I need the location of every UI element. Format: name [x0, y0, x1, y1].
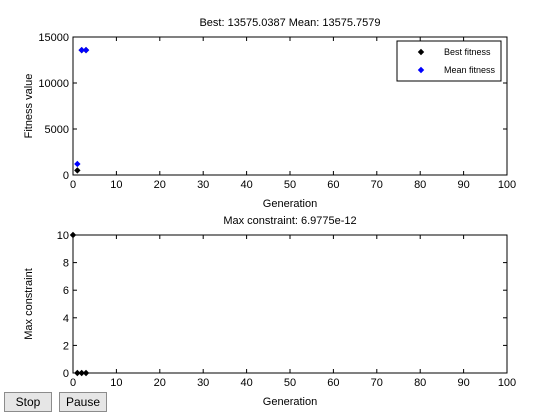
chart2-x-tick-label: 60 [327, 377, 339, 389]
chart2-x-tick-label: 70 [371, 377, 383, 389]
chart1-legend-marker [417, 48, 425, 56]
chart2-y-tick-label: 4 [63, 313, 69, 325]
chart1-ylabel: Fitness value [23, 74, 35, 139]
chart2-x-tick-label: 50 [284, 377, 296, 389]
chart2-series1-point [74, 369, 81, 377]
chart1-legend-label: Best fitness [444, 47, 491, 57]
chart2-y-tick-label: 10 [57, 230, 69, 242]
chart2-series1-point [69, 231, 77, 239]
chart1-y-tick-label: 0 [63, 170, 69, 182]
chart1-legend-marker [417, 66, 425, 74]
chart1-x-tick-label: 100 [498, 179, 516, 191]
chart1-series1-point [74, 167, 81, 174]
chart2-title: Max constraint: 6.9775e-12 [223, 215, 356, 227]
chart1-series2-point [78, 46, 85, 54]
chart1-x-tick-label: 30 [197, 179, 209, 191]
chart2-x-tick-label: 20 [154, 377, 166, 389]
chart1-title: Best: 13575.0387 Mean: 13575.7579 [199, 17, 380, 29]
chart2-y-tick-label: 2 [63, 340, 69, 352]
chart2-y-tick-label: 8 [63, 258, 69, 270]
chart1-x-tick-label: 90 [457, 179, 469, 191]
pause-button[interactable]: Pause [59, 392, 107, 412]
chart2-x-tick-label: 90 [457, 377, 469, 389]
chart2-x-tick-label: 80 [414, 377, 426, 389]
stop-button[interactable]: Stop [4, 392, 52, 412]
chart2-x-tick-label: 100 [498, 377, 516, 389]
chart1-series2-point [74, 160, 81, 168]
chart1-xlabel: Generation [263, 198, 317, 210]
chart1-x-tick-label: 20 [154, 179, 166, 191]
chart1-y-tick-label: 5000 [45, 124, 69, 136]
chart1-legend-box [396, 40, 502, 82]
chart2-axes-box [72, 234, 508, 374]
chart1-x-tick-label: 40 [240, 179, 252, 191]
chart1-y-tick-label: 10000 [38, 78, 69, 90]
chart2-ylabel: Max constraint [23, 268, 35, 340]
chart2-series1-point [78, 369, 85, 377]
chart2-x-tick-label: 10 [110, 377, 122, 389]
chart2-series1-point [82, 369, 90, 377]
chart1-y-tick-label: 15000 [38, 32, 69, 44]
chart2-x-tick-label: 40 [240, 377, 252, 389]
chart2-x-tick-label: 0 [70, 377, 76, 389]
chart1-x-tick-label: 10 [110, 179, 122, 191]
chart1-series2-point [82, 46, 90, 54]
chart1-legend-label: Mean fitness [444, 65, 496, 75]
chart2-y-tick-label: 0 [63, 368, 69, 380]
chart2-xlabel: Generation [263, 396, 317, 408]
chart1-x-tick-label: 60 [327, 179, 339, 191]
chart1-x-tick-label: 70 [371, 179, 383, 191]
chart2-y-tick-label: 6 [63, 285, 69, 297]
chart1-x-tick-label: 80 [414, 179, 426, 191]
chart2-x-tick-label: 30 [197, 377, 209, 389]
chart1-x-tick-label: 50 [284, 179, 296, 191]
chart1-x-tick-label: 0 [70, 179, 76, 191]
